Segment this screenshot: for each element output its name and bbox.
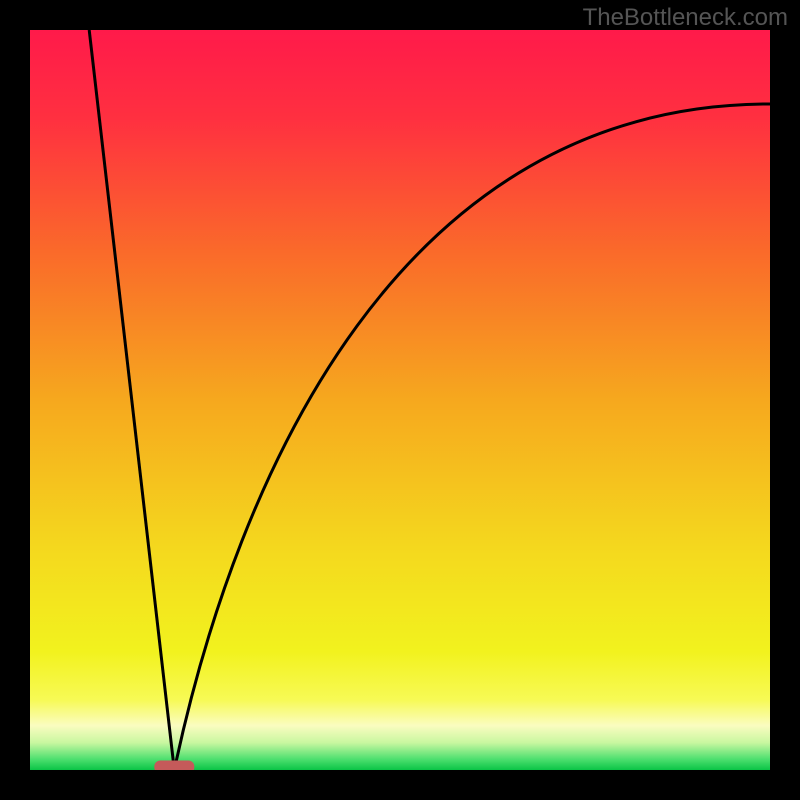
frame-border [770, 0, 800, 800]
watermark-text: TheBottleneck.com [583, 4, 788, 32]
frame-border [0, 0, 30, 800]
gradient-background [30, 30, 770, 770]
frame-border [0, 770, 800, 800]
chart-svg [0, 0, 800, 800]
chart-container: TheBottleneck.com [0, 0, 800, 800]
